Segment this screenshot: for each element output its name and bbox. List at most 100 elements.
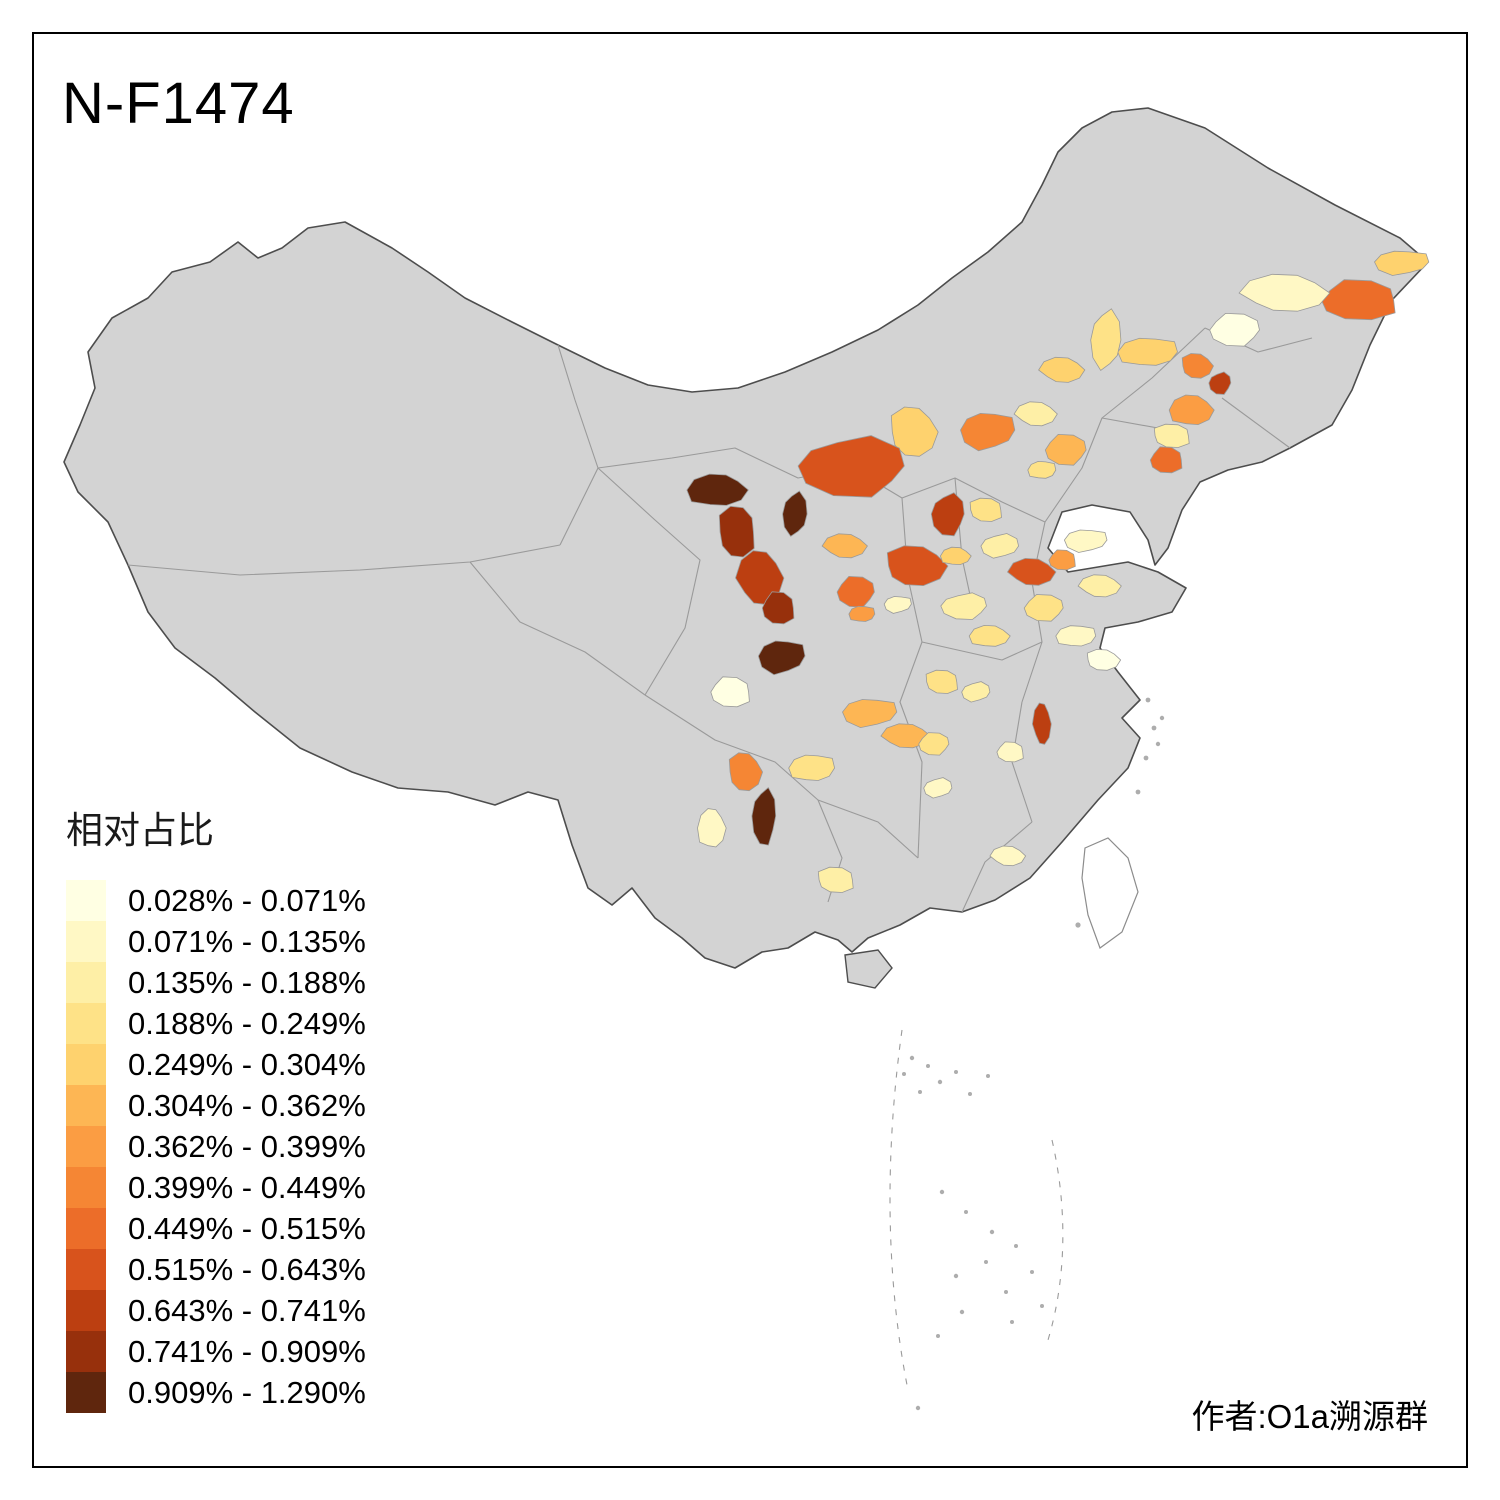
map-region: [1209, 312, 1260, 347]
map-region: [710, 676, 750, 708]
taiwan-island: [1081, 837, 1139, 949]
map-region: [918, 732, 950, 756]
map-region: [1181, 353, 1214, 379]
map-region: [923, 777, 953, 799]
legend-swatch: [66, 1003, 106, 1044]
map-region: [782, 490, 808, 537]
hainan-island: [844, 949, 893, 989]
legend-label: 0.362% - 0.399%: [128, 1128, 366, 1164]
map-region: [718, 505, 755, 558]
page-title: N-F1474: [62, 71, 295, 136]
legend-swatch: [66, 1290, 106, 1331]
legend-label: 0.449% - 0.515%: [128, 1210, 366, 1246]
legend-row: 0.071% - 0.135%: [66, 921, 366, 962]
map-region: [1208, 371, 1232, 395]
legend-label: 0.515% - 0.643%: [128, 1251, 366, 1287]
legend-label: 0.028% - 0.071%: [128, 882, 366, 918]
map-region: [1023, 594, 1064, 622]
legend-swatch: [66, 1126, 106, 1167]
map-region: [1031, 702, 1052, 745]
legend-row: 0.909% - 1.290%: [66, 1372, 366, 1413]
legend: 相对占比 0.028% - 0.071% 0.071% - 0.135% 0.135…: [66, 800, 366, 1413]
legend-label: 0.643% - 0.741%: [128, 1292, 366, 1328]
legend-row: 0.741% - 0.909%: [66, 1331, 366, 1372]
map-region: [761, 591, 795, 625]
legend-row: 0.135% - 0.188%: [66, 962, 366, 1003]
legend-swatch: [66, 962, 106, 1003]
map-region: [968, 624, 1011, 647]
map-region: [697, 808, 727, 848]
map-region: [797, 435, 905, 498]
map-region: [848, 605, 876, 622]
map-region: [1374, 250, 1430, 276]
map-region: [996, 741, 1024, 763]
legend-swatch: [66, 880, 106, 921]
legend-swatch: [66, 921, 106, 962]
choropleth-regions: [686, 250, 1430, 893]
legend-row: 0.643% - 0.741%: [66, 1290, 366, 1331]
legend-swatch: [66, 1208, 106, 1249]
legend-row: 0.362% - 0.399%: [66, 1126, 366, 1167]
map-region: [883, 596, 912, 614]
map-region: [1044, 433, 1087, 466]
map-region: [1149, 446, 1183, 474]
map-region: [886, 545, 949, 587]
map-region: [940, 592, 987, 620]
map-region: [1117, 337, 1178, 366]
legend-rows: 0.028% - 0.071% 0.071% - 0.135% 0.135% - 0…: [66, 880, 366, 1413]
legend-row: 0.304% - 0.362%: [66, 1085, 366, 1126]
map-region: [989, 845, 1027, 867]
legend-label: 0.909% - 1.290%: [128, 1374, 366, 1410]
map-region: [969, 497, 1002, 522]
legend-swatch: [66, 1167, 106, 1208]
legend-row: 0.188% - 0.249%: [66, 1003, 366, 1044]
legend-title: 相对占比: [66, 810, 214, 851]
map-region: [960, 412, 1016, 452]
map-region: [842, 699, 898, 729]
map-region: [686, 473, 749, 506]
map-region: [1063, 529, 1108, 553]
map-region: [930, 492, 965, 537]
map-region: [836, 575, 875, 608]
map-region: [821, 533, 868, 559]
legend-row: 0.515% - 0.643%: [66, 1249, 366, 1290]
map-region: [817, 866, 854, 893]
map-region: [939, 546, 972, 566]
map-region: [728, 752, 764, 792]
map-region: [890, 406, 939, 457]
map-region: [961, 681, 991, 703]
legend-swatch: [66, 1249, 106, 1290]
map-region: [751, 786, 777, 846]
map-region: [1055, 625, 1097, 647]
map-region: [1153, 423, 1190, 448]
map-region: [1077, 574, 1122, 598]
legend-label: 0.399% - 0.449%: [128, 1169, 366, 1205]
legend-swatch: [66, 1372, 106, 1413]
legend-row: 0.399% - 0.449%: [66, 1167, 366, 1208]
map-region: [880, 723, 932, 749]
map-region: [1090, 308, 1122, 371]
map-region: [1238, 273, 1331, 312]
map-region: [757, 640, 806, 676]
map-region: [1048, 549, 1076, 571]
legend-swatch: [66, 1085, 106, 1126]
map-region: [1027, 460, 1057, 479]
sea-boundary-dashes: [889, 1029, 1064, 1391]
map-region: [1086, 648, 1122, 671]
legend-label: 0.741% - 0.909%: [128, 1333, 366, 1369]
attribution: 作者:O1a溯源群: [1191, 1398, 1428, 1435]
legend-label: 0.071% - 0.135%: [128, 923, 366, 959]
map-region: [788, 754, 836, 781]
map-region: [1013, 401, 1058, 427]
legend-row: 0.449% - 0.515%: [66, 1208, 366, 1249]
legend-row: 0.249% - 0.304%: [66, 1044, 366, 1085]
legend-row: 0.028% - 0.071%: [66, 880, 366, 921]
map-region: [1006, 557, 1057, 586]
legend-label: 0.249% - 0.304%: [128, 1046, 366, 1082]
map-region: [1038, 356, 1086, 383]
legend-swatch: [66, 1331, 106, 1372]
legend-label: 0.304% - 0.362%: [128, 1087, 366, 1123]
legend-label: 0.188% - 0.249%: [128, 1005, 366, 1041]
legend-swatch: [66, 1044, 106, 1085]
